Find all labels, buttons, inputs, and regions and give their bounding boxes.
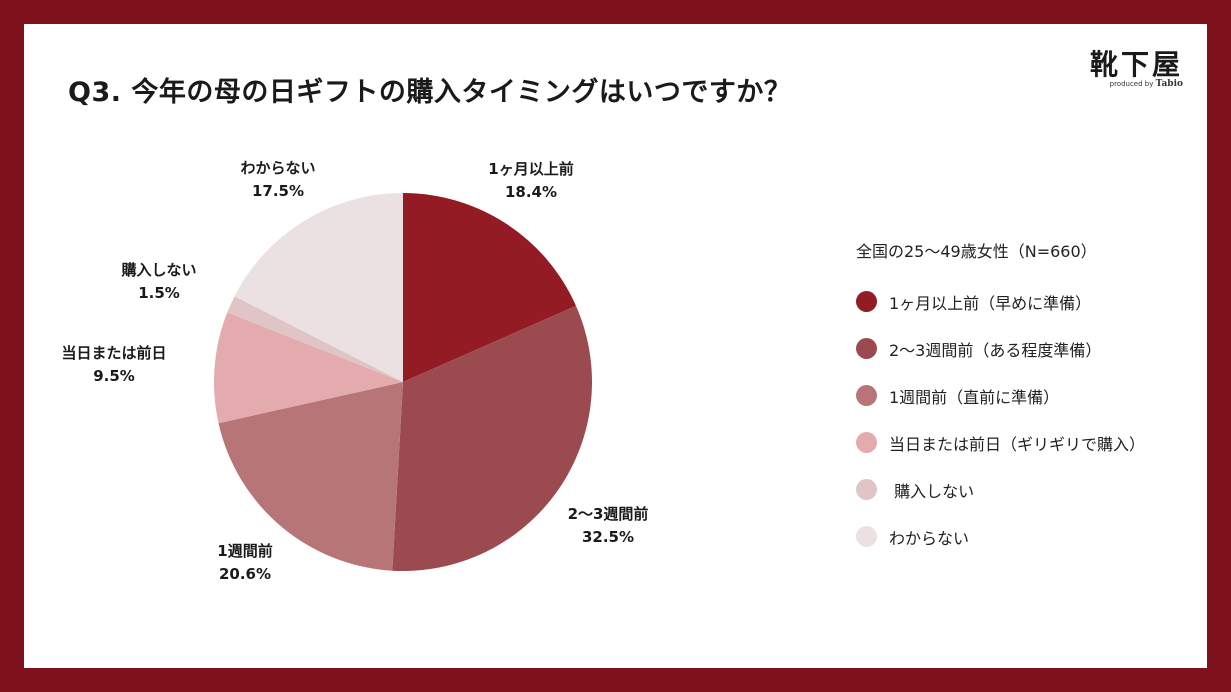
legend-swatch xyxy=(856,526,877,547)
brand-logo-name: 靴下屋 xyxy=(1089,48,1183,81)
legend-item-4: 当日または前日（ギリギリで購入） xyxy=(856,419,1145,466)
brand-logo-sub-prefix: produced by xyxy=(1109,80,1154,88)
legend: 全国の25〜49歳女性（N=660） 1ヶ月以上前（早めに準備） 2〜3週間前（あ… xyxy=(856,238,1145,560)
slice-label-6: わからない 17.5% xyxy=(240,157,315,203)
legend-label: わからない xyxy=(889,528,970,548)
legend-swatch xyxy=(856,338,877,359)
pie-slice-2 xyxy=(392,305,592,571)
legend-swatch xyxy=(856,432,877,453)
legend-swatch xyxy=(856,291,877,312)
slice-label-name: わからない xyxy=(240,159,316,177)
pie-slice-3 xyxy=(218,382,403,571)
slice-label-value: 18.4% xyxy=(504,183,558,201)
slice-label-4: 当日または前日 9.5% xyxy=(61,342,166,388)
legend-item-2: 2〜3週間前（ある程度準備） xyxy=(856,325,1145,372)
slice-label-1: 1ヶ月以上前 18.4% xyxy=(488,158,573,204)
pie-slice-6 xyxy=(234,193,403,382)
slice-label-5: 購入しない 1.5% xyxy=(121,259,196,305)
legend-item-1: 1ヶ月以上前（早めに準備） xyxy=(856,278,1145,325)
legend-item-5: 購入しない xyxy=(856,466,1145,513)
legend-label: 2〜3週間前（ある程度準備） xyxy=(889,340,1102,360)
legend-swatch xyxy=(856,479,877,500)
slice-label-name: 2～3週間前 xyxy=(567,505,649,523)
pie-chart xyxy=(214,193,592,571)
pie-slice-1 xyxy=(403,193,576,382)
legend-item-3: 1週間前（直前に準備） xyxy=(856,372,1145,419)
legend-label: 1週間前（直前に準備） xyxy=(889,387,1060,407)
legend-label: 購入しない xyxy=(889,481,975,501)
slice-label-name: 1週間前 xyxy=(217,542,273,560)
slice-label-3: 1週間前 20.6% xyxy=(217,540,272,586)
legend-label: 当日または前日（ギリギリで購入） xyxy=(889,434,1146,454)
legend-swatch xyxy=(856,385,877,406)
slice-label-2: 2～3週間前 32.5% xyxy=(568,503,649,549)
slice-label-name: 購入しない xyxy=(121,261,197,279)
brand-logo-sub-brand: Tabio xyxy=(1155,79,1183,89)
slice-label-value: 1.5% xyxy=(138,284,180,302)
slice-label-value: 9.5% xyxy=(93,367,135,385)
slice-label-name: 当日または前日 xyxy=(61,344,167,362)
legend-items: 1ヶ月以上前（早めに準備） 2〜3週間前（ある程度準備） 1週間前（直前に準備） 当日… xyxy=(856,278,1145,560)
chart-title: Q3. 今年の母の日ギフトの購入タイミングはいつですか？ xyxy=(68,77,792,108)
brand-logo-sub: produced by Tabio xyxy=(1090,80,1183,89)
slice-label-name: 1ヶ月以上前 xyxy=(488,160,574,178)
pie-slice-5 xyxy=(227,296,403,382)
slice-label-value: 17.5% xyxy=(251,182,305,200)
pie-slice-4 xyxy=(214,312,403,424)
slice-label-value: 20.6% xyxy=(218,565,272,583)
legend-title: 全国の25〜49歳女性（N=660） xyxy=(856,242,1097,261)
chart-frame: Q3. 今年の母の日ギフトの購入タイミングはいつですか？ 靴下屋 produce… xyxy=(24,24,1207,668)
legend-item-6: わからない xyxy=(856,513,1145,560)
brand-logo: 靴下屋 produced by Tabio xyxy=(1090,50,1183,89)
legend-label: 1ヶ月以上前（早めに準備） xyxy=(889,293,1092,313)
slice-label-value: 32.5% xyxy=(581,528,635,546)
